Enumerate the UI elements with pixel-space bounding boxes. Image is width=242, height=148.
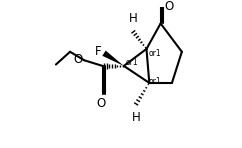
Text: O: O xyxy=(97,97,106,110)
Text: O: O xyxy=(74,53,83,66)
Text: or1: or1 xyxy=(149,77,161,86)
Text: or1: or1 xyxy=(126,58,139,67)
Text: O: O xyxy=(165,0,174,13)
Text: H: H xyxy=(129,12,138,25)
Text: F: F xyxy=(95,45,101,58)
Text: or1: or1 xyxy=(149,49,161,58)
Text: H: H xyxy=(132,111,141,124)
Polygon shape xyxy=(102,51,124,66)
